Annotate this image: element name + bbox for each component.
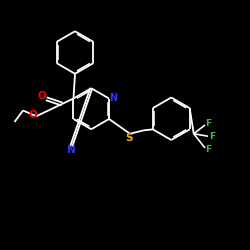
- Text: O: O: [38, 91, 46, 101]
- Text: S: S: [126, 133, 133, 143]
- Text: N: N: [67, 145, 76, 155]
- Text: N: N: [110, 93, 118, 103]
- Text: F: F: [209, 132, 215, 141]
- Text: O: O: [28, 110, 37, 120]
- Text: F: F: [206, 120, 212, 128]
- Text: F: F: [206, 145, 212, 154]
